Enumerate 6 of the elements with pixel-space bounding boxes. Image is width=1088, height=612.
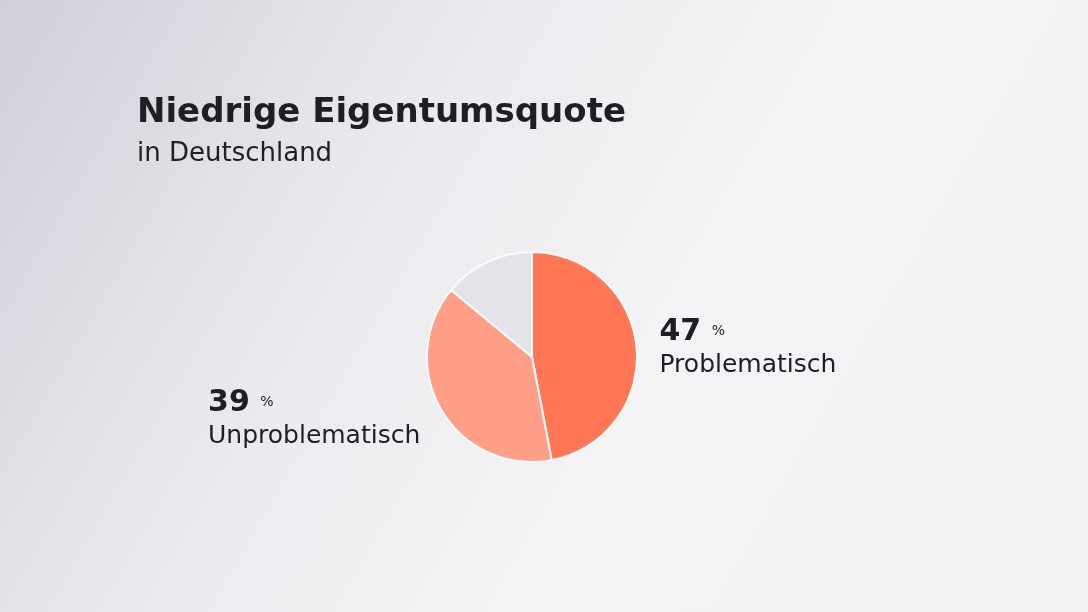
chart-title: Niedrige Eigentumsquote [137, 90, 626, 130]
slice-label: Problematisch [659, 349, 837, 379]
data-label: 39 % [208, 383, 274, 419]
chart-subtitle: in Deutschland [137, 137, 333, 167]
data-label: 47 % [659, 312, 725, 348]
slice-label: Unproblematisch [208, 420, 421, 450]
